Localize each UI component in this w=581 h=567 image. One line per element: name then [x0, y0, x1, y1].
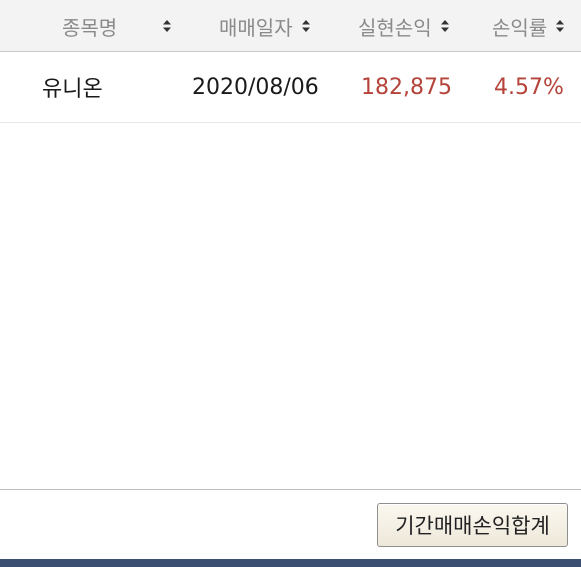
sort-icon[interactable] [162, 19, 172, 33]
header-trade-date-label: 매매일자 [219, 15, 293, 40]
header-stock-name-label: 종목명 [62, 15, 118, 40]
header-return-rate-label: 손익률 [492, 15, 548, 40]
header-stock-name[interactable]: 종목명 [62, 0, 172, 52]
footer: 기간매매손익합계 [0, 490, 581, 559]
sort-icon[interactable] [301, 19, 311, 33]
header-realized-pl-label: 실현손익 [358, 15, 432, 40]
return-rate-cell: 4.57% [494, 74, 564, 100]
header-realized-pl[interactable]: 실현손익 [358, 0, 450, 52]
table-row[interactable]: 유니온 2020/08/06 182,875 4.57% [0, 52, 581, 123]
sort-icon[interactable] [555, 19, 565, 33]
table-header: 종목명 매매일자 실현손익 손익률 [0, 0, 581, 52]
bottom-bar [0, 559, 581, 567]
realized-pl-cell: 182,875 [361, 74, 452, 100]
trade-date-cell: 2020/08/06 [192, 74, 319, 100]
footer-divider [0, 489, 581, 490]
stock-name-cell: 유니온 [42, 77, 103, 102]
period-total-button[interactable]: 기간매매손익합계 [377, 503, 568, 547]
sort-icon[interactable] [440, 19, 450, 33]
header-return-rate[interactable]: 손익률 [492, 0, 565, 52]
header-trade-date[interactable]: 매매일자 [219, 0, 311, 52]
